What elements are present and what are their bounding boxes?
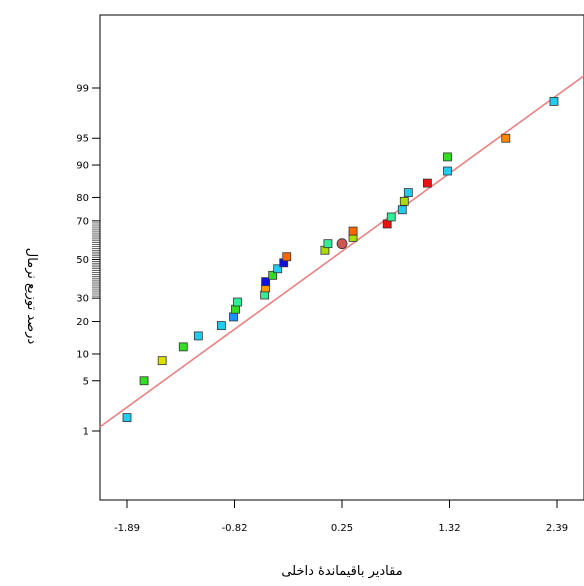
y-tick-label: 20	[76, 317, 89, 328]
data-point	[261, 277, 271, 287]
data-point	[501, 133, 511, 143]
y-tick-label: 5	[83, 376, 89, 387]
data-point	[443, 166, 452, 176]
x-tick-label: 0.25	[331, 523, 353, 534]
data-points	[122, 97, 559, 422]
data-point	[403, 188, 413, 197]
data-point	[217, 321, 226, 330]
data-point	[323, 239, 333, 249]
data-point	[397, 205, 407, 215]
data-point	[122, 413, 132, 422]
y-tick-label: 70	[76, 216, 89, 227]
x-tick-label: 2.39	[546, 523, 568, 534]
y-tick-label: 1	[83, 427, 89, 438]
data-point	[282, 252, 292, 262]
data-point	[386, 212, 396, 222]
tick-labels: 1 5 10 20 30 50 70 80 90 95 99 -1.89 -0.82 0.25 1.32 2.…	[76, 84, 568, 535]
y-axis-title: درصد توزیع نرمال	[24, 248, 39, 345]
data-point	[549, 97, 559, 106]
y-tick-label: 90	[76, 161, 89, 172]
y-tick-label: 80	[76, 193, 89, 204]
data-point	[233, 297, 242, 307]
data-point	[229, 312, 238, 322]
x-tick-label: 1.32	[438, 523, 460, 534]
y-tick-label: 30	[76, 294, 89, 305]
x-axis-title: مقادیر باقیماندهٔ داخلی	[281, 564, 402, 579]
y-tick-label: 50	[76, 255, 89, 266]
y-tick-label: 99	[76, 84, 89, 95]
plot-frame	[99, 14, 584, 501]
axis-ticks	[92, 87, 558, 508]
plot-area	[99, 14, 584, 501]
x-tick-label: -0.82	[222, 523, 248, 534]
data-point	[157, 356, 167, 366]
data-point	[193, 331, 203, 341]
data-point	[273, 264, 283, 274]
y-tick-label: 10	[76, 349, 89, 360]
data-point	[443, 152, 452, 162]
x-tick-label: -1.89	[114, 523, 140, 534]
data-point	[139, 376, 149, 386]
data-point	[178, 342, 188, 352]
data-point	[422, 178, 432, 188]
data-point	[268, 270, 278, 280]
data-point	[399, 196, 409, 206]
data-point	[336, 238, 348, 250]
data-point	[348, 226, 358, 236]
y-tick-label: 95	[76, 134, 89, 145]
